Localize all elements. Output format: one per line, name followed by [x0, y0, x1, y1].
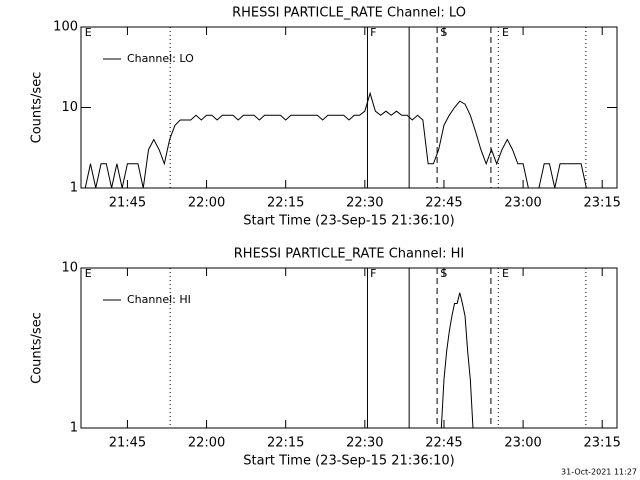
- annotation: F: [370, 267, 376, 280]
- timestamp: 31-Oct-2021 11:27: [561, 468, 637, 477]
- x-tick-label: 23:15: [583, 436, 620, 451]
- data-line: [84, 91, 613, 189]
- x-tick-label: 22:15: [267, 436, 304, 451]
- y-axis-title: Counts/sec: [30, 72, 45, 144]
- annotation: E: [502, 26, 509, 39]
- x-tick-label: 22:45: [425, 196, 462, 211]
- x-tick-label: 21:45: [109, 436, 146, 451]
- x-tick-label: 23:15: [583, 196, 620, 211]
- chart-title: RHESSI PARTICLE_RATE Channel: HI: [234, 247, 464, 262]
- x-tick-label: 22:00: [188, 196, 225, 211]
- annotation: S: [440, 267, 447, 280]
- plot-frame: [80, 267, 618, 429]
- x-tick-label: 23:00: [504, 196, 541, 211]
- annotation: E: [502, 267, 509, 280]
- legend-label: Channel: HI: [127, 293, 191, 306]
- legend-label: Channel: LO: [127, 52, 194, 65]
- y-tick-label: 100: [53, 20, 78, 35]
- annotation: F: [370, 26, 376, 39]
- x-tick-label: 21:45: [109, 196, 146, 211]
- x-tick-label: 23:00: [504, 436, 541, 451]
- y-tick-label: 1: [70, 421, 78, 436]
- y-axis-title: Counts/sec: [30, 312, 45, 384]
- data-line: [440, 292, 474, 429]
- x-tick-label: 22:15: [267, 196, 304, 211]
- x-tick-label: 22:00: [188, 436, 225, 451]
- y-tick-label: 10: [61, 261, 78, 276]
- annotation: E: [85, 26, 92, 39]
- y-tick-label: 10: [61, 100, 78, 115]
- x-axis-title: Start Time (23-Sep-15 21:36:10): [243, 214, 454, 229]
- x-tick-label: 22:30: [346, 436, 383, 451]
- chart-title: RHESSI PARTICLE_RATE Channel: LO: [232, 6, 466, 21]
- annotation: E: [85, 267, 92, 280]
- y-tick-label: 1: [70, 181, 78, 196]
- x-tick-label: 22:45: [425, 436, 462, 451]
- annotation: S: [440, 26, 447, 39]
- x-tick-label: 22:30: [346, 196, 383, 211]
- x-axis-title: Start Time (23-Sep-15 21:36:10): [243, 454, 454, 469]
